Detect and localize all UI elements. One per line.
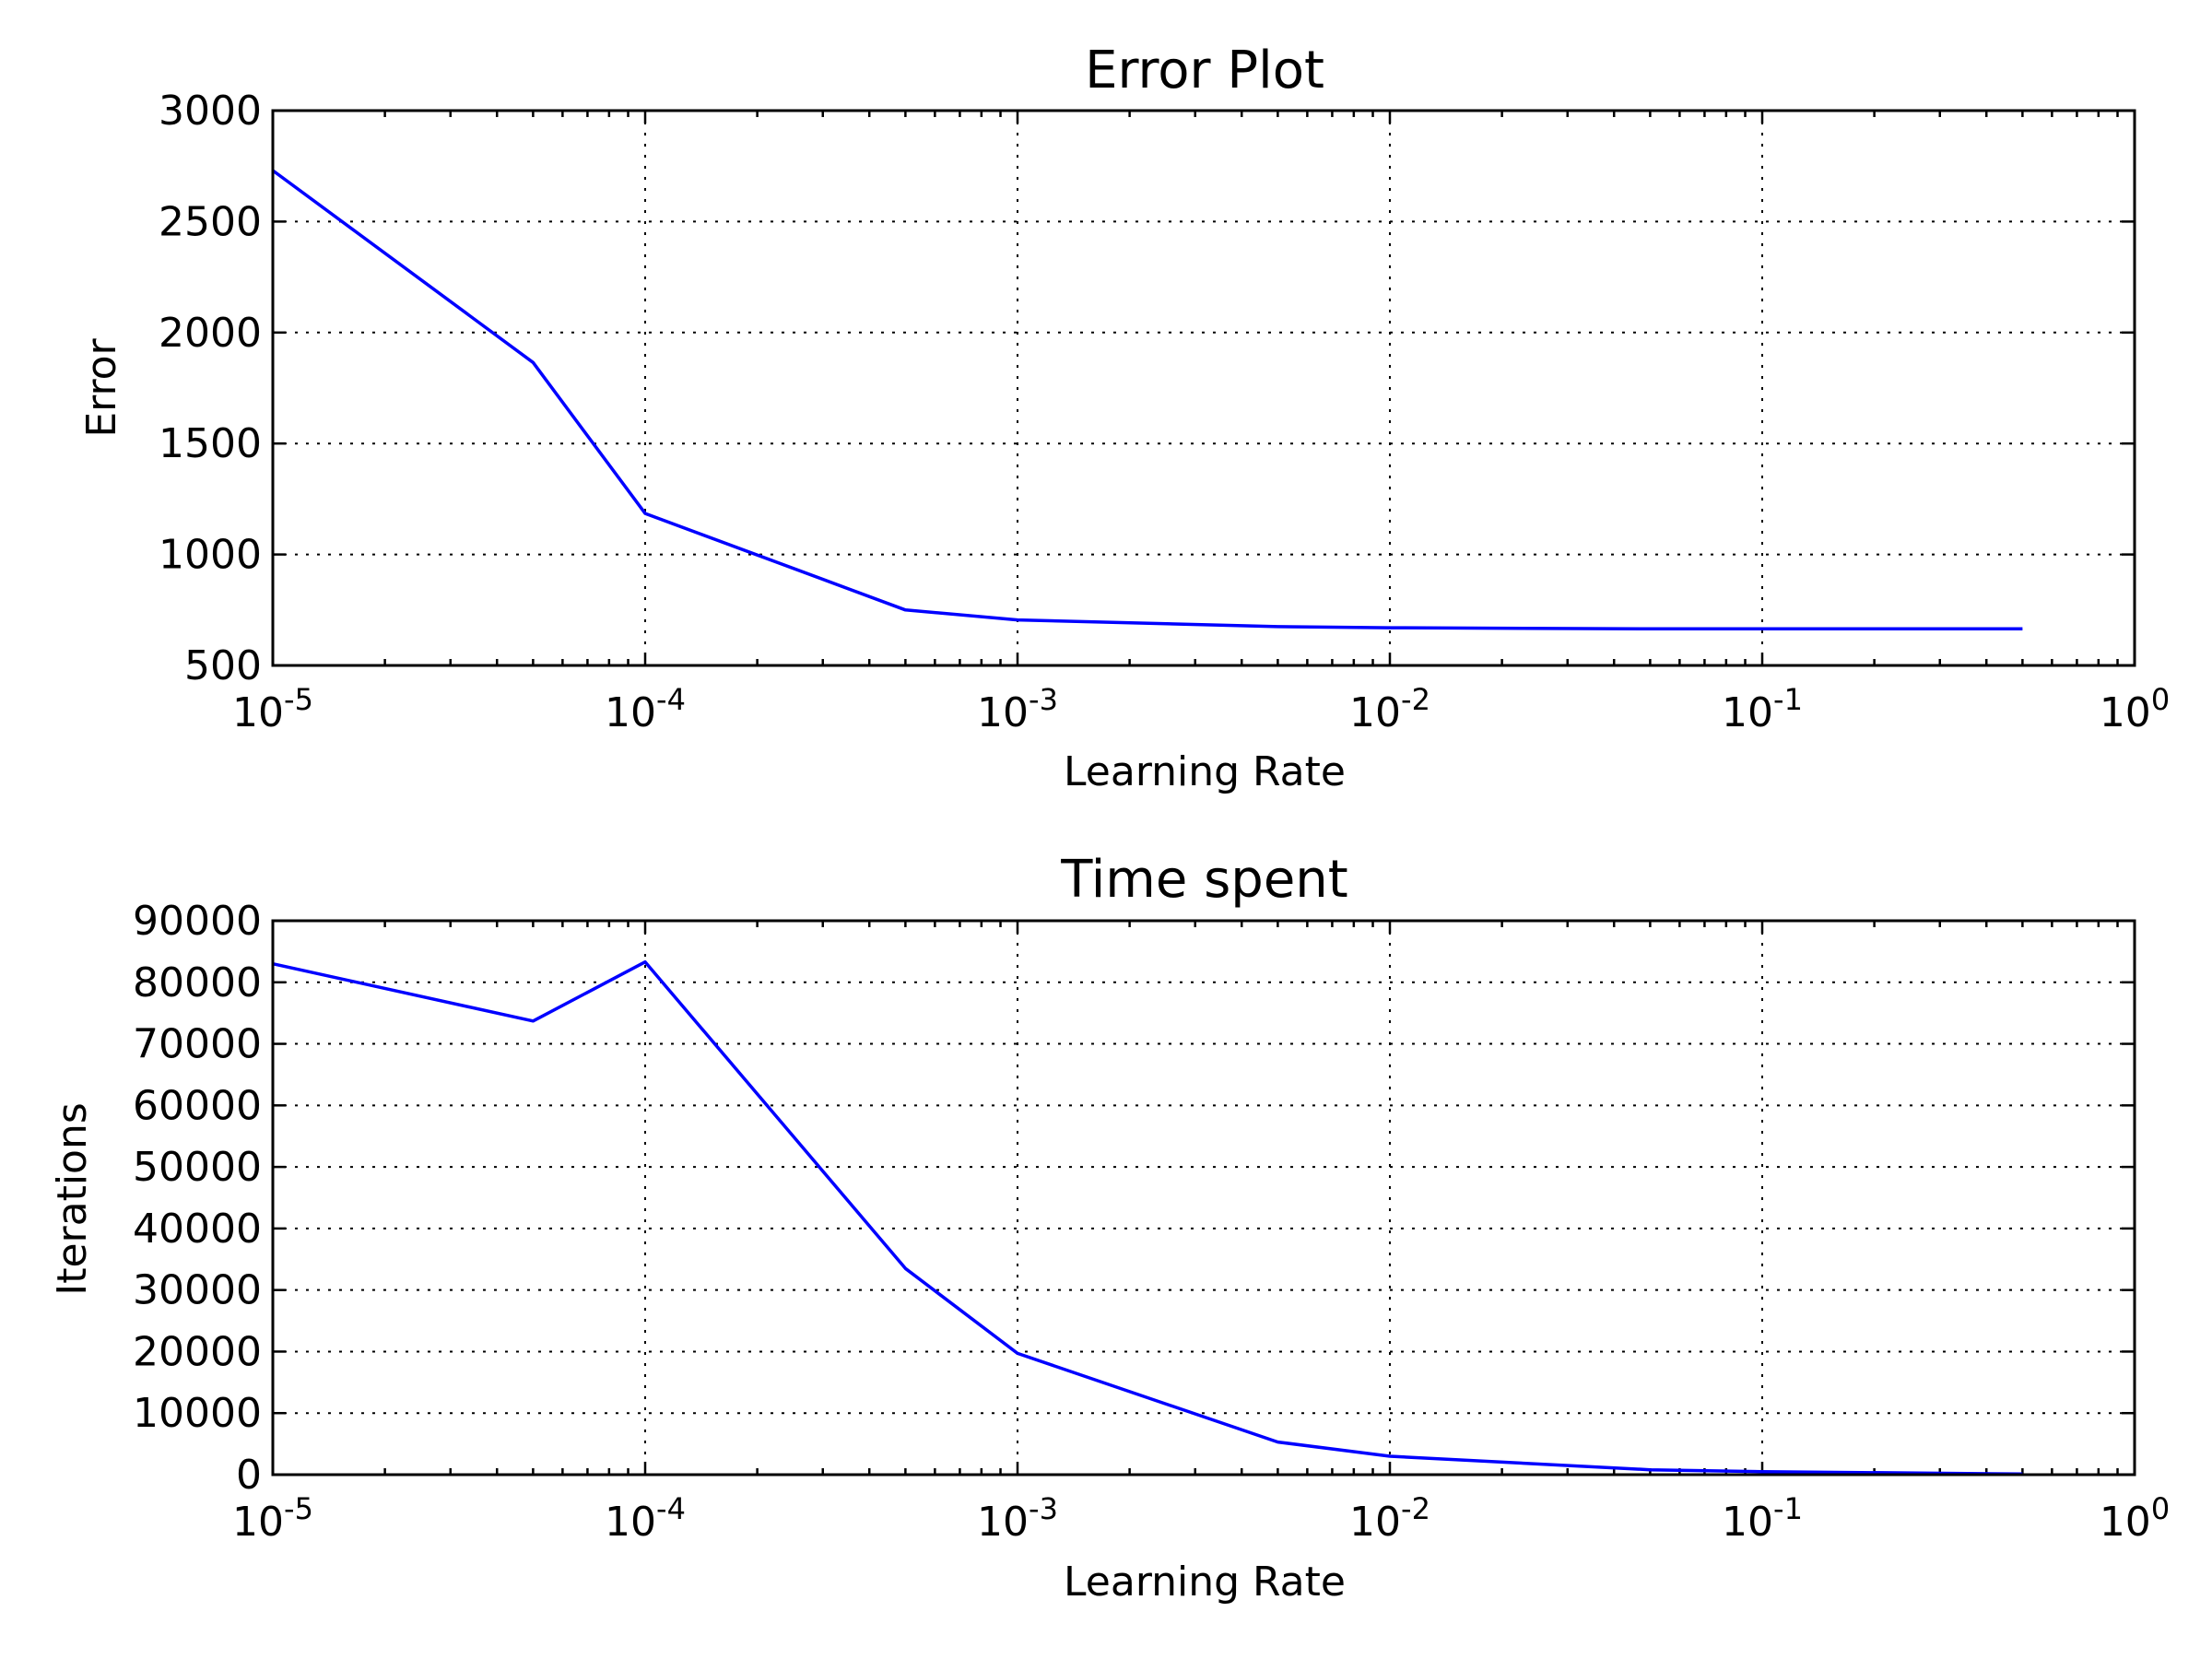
time-spent-x-tick-label: 10-3 [977, 1491, 1058, 1546]
error-plot-x-tick-label: 10-4 [605, 682, 686, 736]
error-plot-panel: Error Plot Error Learning Rate 10-5 10-4 1… [78, 41, 2170, 795]
time-spent-ticks: 10-5 10-4 10-3 10-2 10-1 100 0 10000 20000 30000 4… [133, 898, 2170, 1546]
error-plot-y-tick-label: 1000 [159, 532, 262, 579]
time-spent-line [272, 959, 2023, 1477]
error-plot-ticks: 10-5 10-4 10-3 10-2 10-1 100 500 1000 1500 2000 25… [159, 88, 2170, 736]
time-spent-title: Time spent [1060, 850, 1347, 910]
time-spent-series [272, 959, 2023, 1477]
time-spent-x-tick-label: 10-4 [605, 1491, 686, 1546]
time-spent-x-tick-label: 10-2 [1349, 1491, 1430, 1546]
time-spent-x-tick-label: 10-1 [1722, 1491, 1803, 1546]
time-spent-y-tick-label: 50000 [133, 1144, 262, 1191]
time-spent-y-tick-label: 90000 [133, 898, 262, 945]
time-spent-y-tick-label: 40000 [133, 1206, 262, 1253]
time-spent-y-tick-label: 0 [236, 1452, 262, 1499]
error-plot-y-tick-label: 1500 [159, 420, 262, 467]
error-plot-frame [271, 109, 2136, 667]
error-plot-series [271, 169, 2023, 631]
time-spent-x-tick-label: 10-5 [232, 1491, 313, 1546]
time-spent-grid [272, 920, 2136, 1476]
error-plot-x-tick-label: 10-5 [232, 682, 313, 736]
time-spent-y-tick-label: 20000 [133, 1328, 262, 1375]
time-spent-y-tick-label: 30000 [133, 1267, 262, 1314]
error-plot-y-tick-label: 2000 [159, 310, 262, 357]
time-spent-x-tick-label: 100 [2100, 1491, 2170, 1546]
error-plot-y-tick-label: 2500 [159, 198, 262, 245]
error-plot-x-tick-label: 100 [2100, 682, 2170, 736]
time-spent-y-tick-label: 70000 [133, 1021, 262, 1068]
time-spent-y-tick-label: 10000 [133, 1390, 262, 1437]
time-spent-panel: Time spent Iterations Learning Rate 10-5… [49, 850, 2170, 1606]
error-plot-y-tick-label: 3000 [159, 88, 262, 135]
error-plot-ylabel: Error [78, 337, 125, 437]
time-spent-xlabel: Learning Rate [1064, 1559, 1346, 1606]
time-spent-ylabel: Iterations [49, 1102, 96, 1296]
error-plot-x-tick-label: 10-2 [1349, 682, 1430, 736]
error-plot-x-tick-label: 10-3 [977, 682, 1058, 736]
time-spent-y-tick-label: 80000 [133, 959, 262, 1006]
error-plot-xlabel: Learning Rate [1064, 748, 1346, 795]
time-spent-frame [271, 919, 2136, 1477]
error-plot-x-tick-label: 10-1 [1722, 682, 1803, 736]
time-spent-y-tick-label: 60000 [133, 1082, 262, 1129]
error-plot-title: Error Plot [1085, 41, 1324, 100]
error-plot-line [271, 169, 2023, 631]
error-plot-y-tick-label: 500 [184, 642, 262, 689]
